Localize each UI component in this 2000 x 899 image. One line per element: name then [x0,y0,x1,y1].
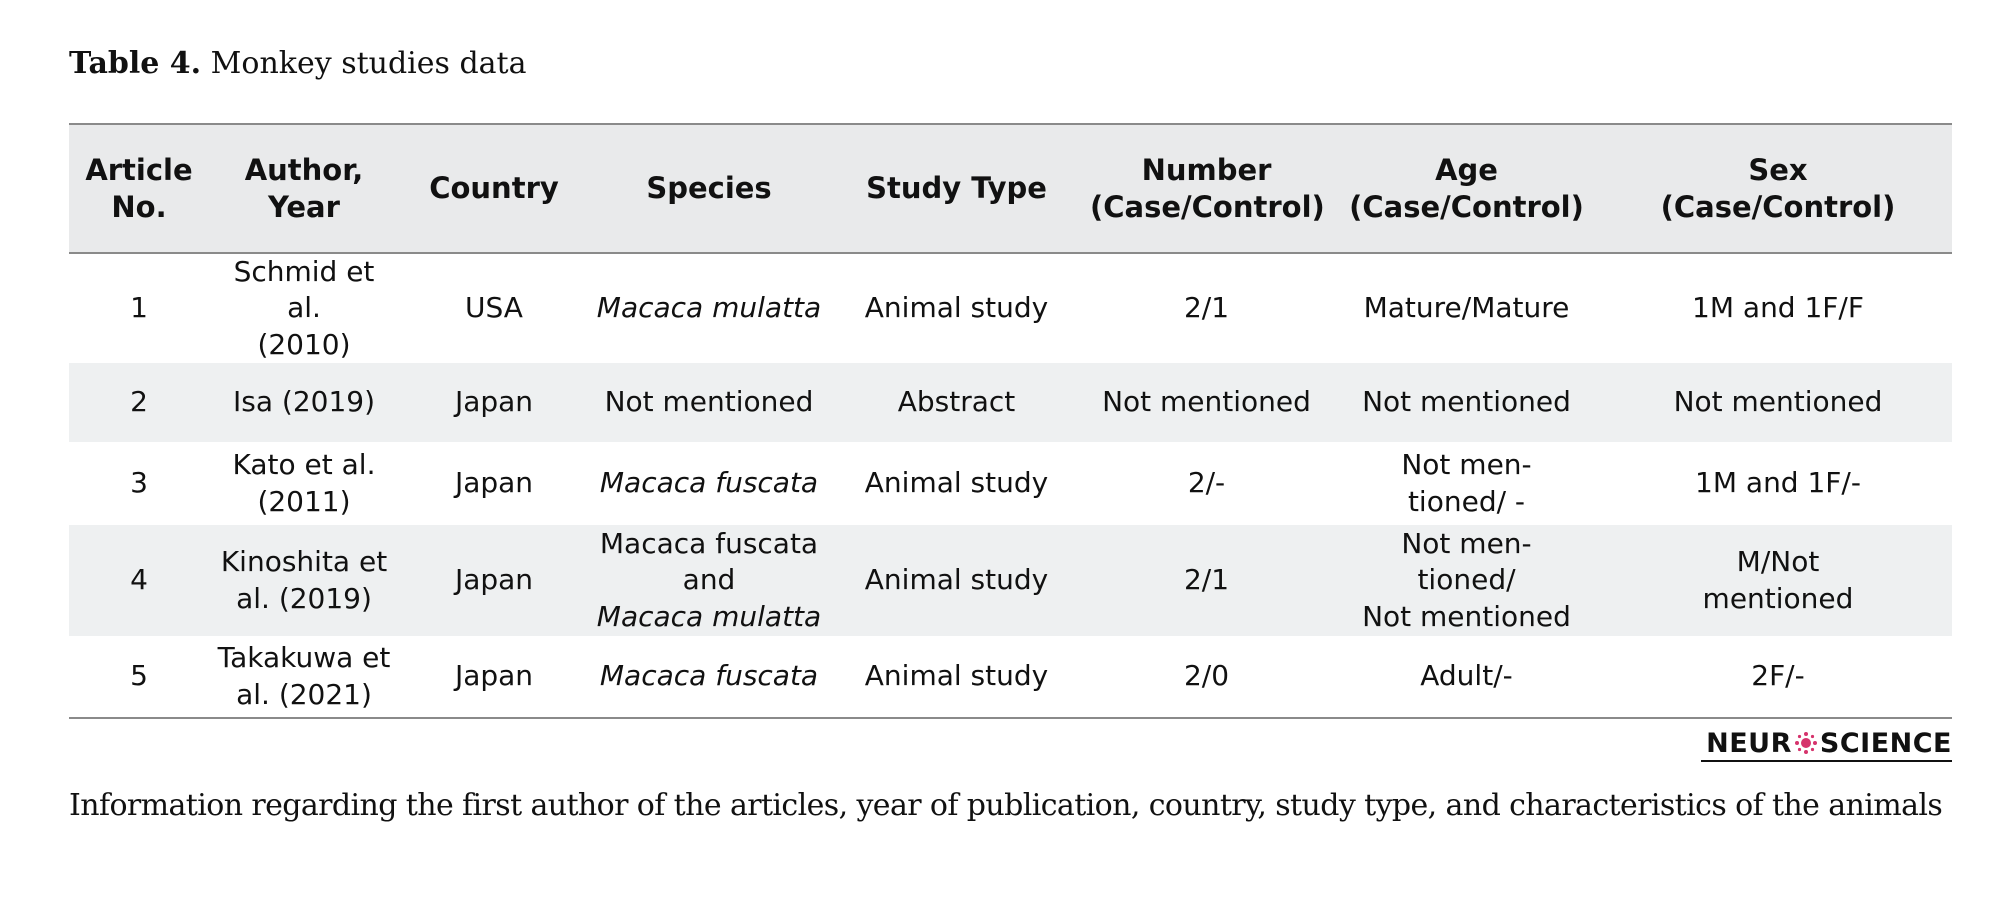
logo-text-right: SCIENCE [1819,727,1952,759]
header-study-type: Study Type [866,171,1047,206]
cell-author-link[interactable]: Kinoshita et al. (2019) [220,545,388,615]
cell-sex: 1M and 1F/F [1692,291,1864,325]
cell-species: Macaca fuscata [599,659,819,693]
cell-number: 2/1 [1183,563,1230,597]
cell-age: Not men-tioned/Not mentioned [1362,527,1571,633]
cell-number: 2/- [1187,466,1226,500]
table-row: 5 Takakuwa et al. (2021) Japan Macaca fus… [69,636,1952,719]
table-caption: Table 4. Monkey studies data [69,46,526,81]
cell-country: Japan [454,466,534,500]
cell-age: Mature/Mature [1363,291,1570,325]
cell-number: 2/1 [1183,291,1230,325]
cell-species: Not mentioned [604,385,814,419]
cell-author-link[interactable]: Kato et al. (2011) [232,448,376,518]
cell-study-type: Animal study [864,291,1049,325]
header-age: Age (Case/Control) [1349,153,1584,224]
cell-author-link[interactable]: Schmid et al. (2010) [233,255,375,361]
table-row: 1 Schmid et al. (2010) USA Macaca mulatta… [69,253,1952,363]
cell-number: Not mentioned [1102,385,1311,419]
cell-sex: 1M and 1F/- [1695,466,1861,500]
header-country: Country [429,171,559,206]
cell-article-no: 4 [130,563,148,597]
cell-age: Not mentioned [1362,385,1571,419]
cell-author-link[interactable]: Takakuwa et al. (2021) [217,641,391,711]
cell-species: Macaca fuscata and Macaca mulatta [596,527,822,633]
cell-sex: M/Not mentioned [1702,545,1854,615]
cell-country: Japan [454,385,534,419]
header-author-year: Author, Year [244,153,364,224]
cell-number: 2/0 [1183,659,1230,693]
cell-article-no: 5 [130,659,148,693]
table-caption-label: Table 4. [69,46,202,81]
header-sex: Sex (Case/Control) [1660,153,1896,224]
cell-country: Japan [454,659,534,693]
table-footnote: Information regarding the first author o… [69,788,1943,823]
cell-species: Macaca mulatta [596,291,822,325]
cell-age: Adult/- [1420,659,1513,693]
cell-article-no: 2 [130,385,148,419]
header-species: Species [646,171,772,206]
cell-country: Japan [454,563,534,597]
cell-study-type: Animal study [864,466,1049,500]
table-row: 3 Kato et al. (2011) Japan Macaca fuscata… [69,442,1952,525]
table-row: 2 Isa (2019) Japan Not mentioned Abstrac… [69,363,1952,443]
cell-article-no: 1 [130,291,148,325]
cell-study-type: Animal study [864,659,1049,693]
cell-country: USA [465,291,523,325]
header-number: Number (Case/Control) [1090,153,1325,224]
table-caption-title: Monkey studies data [210,46,527,81]
cell-study-type: Animal study [864,563,1049,597]
cell-study-type: Abstract [897,385,1016,419]
header-article-no: Article No. [85,153,193,224]
cell-article-no: 3 [130,466,148,500]
logo-text-left: NEUR [1706,727,1792,759]
neuroscience-logo: NEUR SCIENCE [1701,726,1952,762]
cell-author-link[interactable]: Isa (2019) [232,385,375,419]
cell-sex: 2F/- [1751,659,1805,693]
cell-sex: Not mentioned [1673,385,1883,419]
cell-age: Not men-tioned/ - [1401,448,1532,518]
cell-species: Macaca fuscata [599,466,819,500]
table-row: 4 Kinoshita et al. (2019) Japan Macaca fu… [69,525,1952,637]
table-header-row: Article No. Author, Year Country Species … [69,124,1952,253]
neuron-logo-icon [1794,732,1817,754]
monkey-studies-table: Article No. Author, Year Country Species … [69,123,1952,719]
